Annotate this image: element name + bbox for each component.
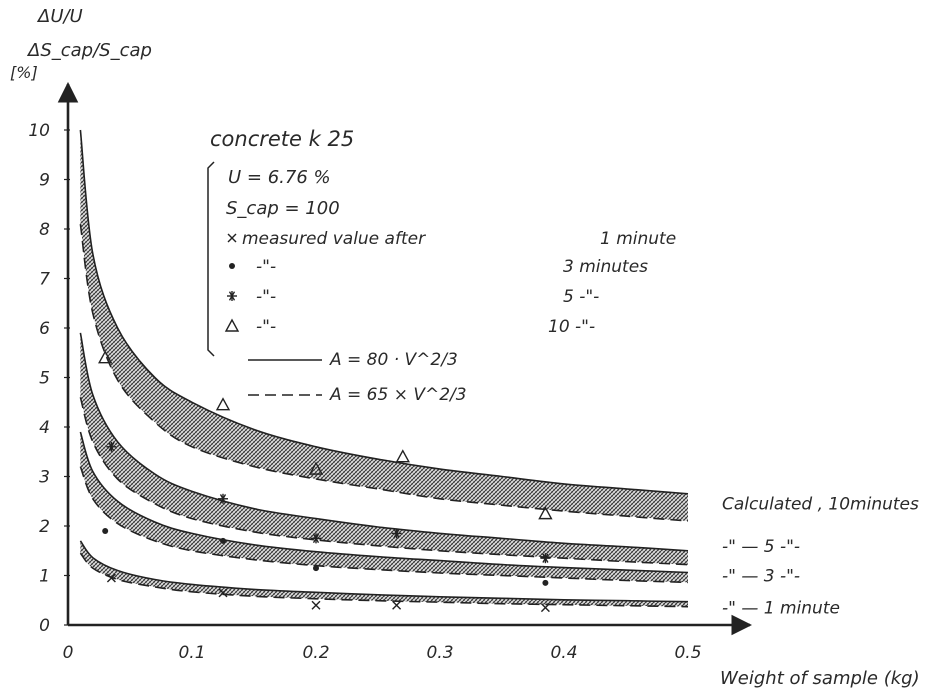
measured-point [538, 506, 553, 520]
series-upper-line [79, 431, 689, 574]
series-labels: Calculated , 10minutes -" — 5 -"- -" — 3 -… [722, 495, 919, 619]
legend-marker-label: -"- [256, 287, 276, 307]
y-tick-label: 8 [39, 220, 50, 240]
legend-marker-time: 5 -"- [563, 287, 599, 307]
series-lower-line [79, 223, 689, 522]
legend-marker-label: -"- [256, 317, 276, 337]
annotation-scap-value: S_cap = 100 [226, 198, 340, 219]
series-label: -" — 3 -"- [722, 567, 800, 587]
y-tick-label: 9 [39, 171, 50, 191]
y-tick-label: 2 [39, 517, 50, 537]
measured-point [391, 528, 402, 539]
legend-marker-symbol [224, 318, 240, 332]
marker-stroke [311, 600, 321, 610]
series-upper-line [79, 332, 689, 552]
series-upper-line [79, 540, 689, 603]
marker-stroke [218, 588, 228, 598]
measured-point [395, 449, 410, 463]
x-tick-labels: 0 0.1 0.2 0.3 0.4 0.5 [63, 643, 702, 663]
measured-point [215, 397, 231, 411]
y-tick-labels: 0 1 2 3 4 5 6 7 8 9 10 [28, 121, 70, 636]
y-tick-label: 5 [39, 369, 50, 389]
legend-marker-time: 3 minutes [563, 257, 648, 277]
series-band-fill [80, 332, 688, 565]
x-axis-label: Weight of sample (kg) [720, 668, 920, 689]
legend-marker-time: 1 minute [600, 229, 676, 249]
series-0 [79, 129, 689, 522]
series-upper-line [79, 129, 689, 495]
x-tick-label: 0.3 [426, 643, 453, 663]
annotation-title: concrete k 25 [210, 127, 354, 151]
measured-point [540, 553, 551, 564]
series-label: Calculated , 10minutes [722, 495, 919, 515]
legend-marker-label: measured value after [242, 229, 426, 249]
measured-point [106, 573, 116, 583]
y-axis-label-line-2: ΔS_cap/S_cap [26, 40, 152, 61]
marker-stroke [227, 233, 237, 243]
annotation-u-value: U = 6.76 % [228, 167, 331, 188]
measured-point [311, 600, 321, 610]
series-label: -" — 5 -"- [722, 537, 800, 557]
y-tick-label: 6 [39, 319, 50, 339]
marker-stroke [106, 573, 116, 583]
series-1 [79, 332, 689, 566]
x-tick-label: 0.5 [674, 643, 701, 663]
y-tick-label: 0 [39, 616, 50, 636]
x-tick-label: 0.2 [302, 643, 329, 663]
y-tick-label: 10 [28, 121, 50, 141]
legend-marker-symbol [227, 291, 237, 301]
series-bands [79, 129, 689, 608]
x-tick-label: 0 [63, 643, 74, 663]
marker-legend: measured value after 1 minute -"- 3 minutes… [224, 229, 676, 337]
measured-point [313, 565, 319, 572]
y-tick-label: 4 [39, 418, 50, 438]
series-label: -" — 1 minute [722, 599, 840, 619]
y-axis-label-line-3: [%] [10, 63, 38, 82]
measured-point [106, 441, 117, 452]
legend-marker-symbol [227, 233, 237, 243]
measured-point [98, 350, 113, 364]
series-3 [79, 540, 689, 608]
y-tick-label: 3 [39, 468, 50, 488]
measured-point [392, 600, 402, 610]
measured-point [540, 603, 550, 613]
series-band-fill [80, 130, 688, 521]
y-tick-label: 7 [39, 270, 50, 290]
legend-marker-time: 10 -"- [548, 317, 595, 337]
legend-marker-symbol [229, 263, 235, 269]
measured-point [218, 588, 228, 598]
annotation-bracket [207, 161, 215, 357]
legend-marker-label: -"- [256, 257, 276, 277]
marker-stroke [540, 603, 550, 613]
y-tick-label: 1 [39, 567, 50, 587]
annotation-block: concrete k 25 U = 6.76 % S_cap = 100 mea… [207, 127, 676, 405]
series-lower-line [79, 552, 689, 608]
measured-point [308, 461, 324, 475]
x-tick-label: 0.1 [178, 643, 205, 663]
measured-point [220, 537, 226, 544]
marker-stroke [392, 600, 402, 610]
legend-dashed-label: A = 65 × V^2/3 [329, 385, 467, 405]
measured-point [102, 527, 109, 534]
measured-point [542, 579, 549, 586]
measured-points [98, 350, 553, 613]
x-tick-label: 0.4 [550, 643, 577, 663]
measured-point [218, 493, 228, 504]
y-axis-label-line-1: ΔU/U [36, 6, 83, 27]
series-band-fill [80, 432, 688, 583]
measured-point [311, 533, 321, 544]
legend-solid-label: A = 80 · V^2/3 [329, 350, 458, 370]
series-lower-line [79, 397, 689, 566]
series-band-fill [80, 540, 688, 607]
